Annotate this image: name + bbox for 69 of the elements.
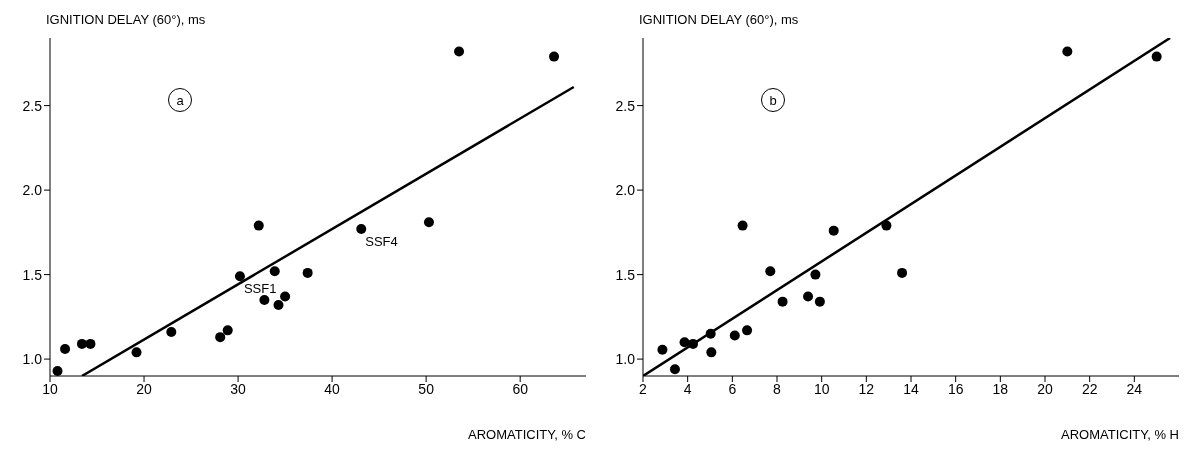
point (454, 46, 465, 57)
point (85, 338, 96, 349)
point (810, 269, 821, 280)
point (777, 296, 788, 307)
annotation: a (168, 88, 192, 112)
x-tick-label: 8 (773, 380, 782, 397)
x-tick-label: 22 (1081, 380, 1098, 397)
point (273, 300, 284, 311)
annotation: SSF1 (243, 281, 277, 297)
point (1062, 46, 1073, 57)
point (356, 223, 367, 234)
point (269, 266, 280, 277)
x-tick-label: 40 (324, 380, 341, 397)
y-tick-label: 2.0 (22, 182, 43, 199)
x-tick-label: 2 (639, 380, 648, 397)
point (1151, 51, 1162, 62)
x-tick-label: 24 (1126, 380, 1143, 397)
x-tick-label: 18 (992, 380, 1009, 397)
point (679, 337, 690, 348)
point (280, 291, 291, 302)
point (302, 267, 313, 278)
y-tick-label: 1.5 (615, 266, 636, 283)
x-tick-label: 16 (947, 380, 964, 397)
y-tick-label: 1.0 (615, 351, 636, 368)
y-tick-label: 2.0 (615, 182, 636, 199)
y-tick-label: 2.5 (615, 97, 636, 114)
x-tick-label: 10 (813, 380, 830, 397)
point (669, 364, 680, 375)
y-tick-label: 1.0 (22, 351, 43, 368)
point (803, 291, 814, 302)
point (742, 325, 753, 336)
point (737, 220, 748, 231)
point (549, 51, 560, 62)
point (706, 347, 717, 358)
x-tick-label: 14 (903, 380, 919, 397)
point (234, 271, 245, 282)
x-tick-label: 30 (230, 380, 247, 397)
y-tick-label: 1.5 (22, 266, 43, 283)
point (131, 347, 142, 358)
annotation: b (761, 88, 785, 112)
point (828, 225, 839, 236)
point (215, 332, 226, 343)
x-tick-label: 12 (858, 380, 875, 397)
x-tick-label: 6 (728, 380, 737, 397)
point (897, 267, 908, 278)
point (259, 294, 270, 305)
y-axis-title: IGNITION DELAY (60°), ms (46, 12, 206, 27)
x-tick-label: 60 (512, 380, 529, 397)
x-tick-label: 50 (418, 380, 435, 397)
x-axis-title: AROMATICITY, % H (1061, 427, 1179, 442)
point (60, 343, 71, 354)
point (729, 330, 740, 341)
x-axis-title: AROMATICITY, % C (468, 427, 586, 442)
x-tick-label: 20 (136, 380, 153, 397)
point (76, 338, 87, 349)
y-tick-label: 2.5 (22, 97, 43, 114)
point (814, 296, 825, 307)
x-tick-label: 4 (683, 380, 692, 397)
annotation: SSF4 (365, 233, 398, 249)
point (657, 344, 668, 355)
x-tick-label: 10 (42, 380, 58, 397)
point (765, 266, 776, 277)
point (166, 327, 177, 338)
y-axis-title: IGNITION DELAY (60°), ms (639, 12, 799, 27)
point (423, 217, 434, 228)
point (253, 220, 264, 231)
point (52, 365, 63, 376)
point (222, 325, 233, 336)
x-tick-label: 20 (1037, 380, 1053, 397)
